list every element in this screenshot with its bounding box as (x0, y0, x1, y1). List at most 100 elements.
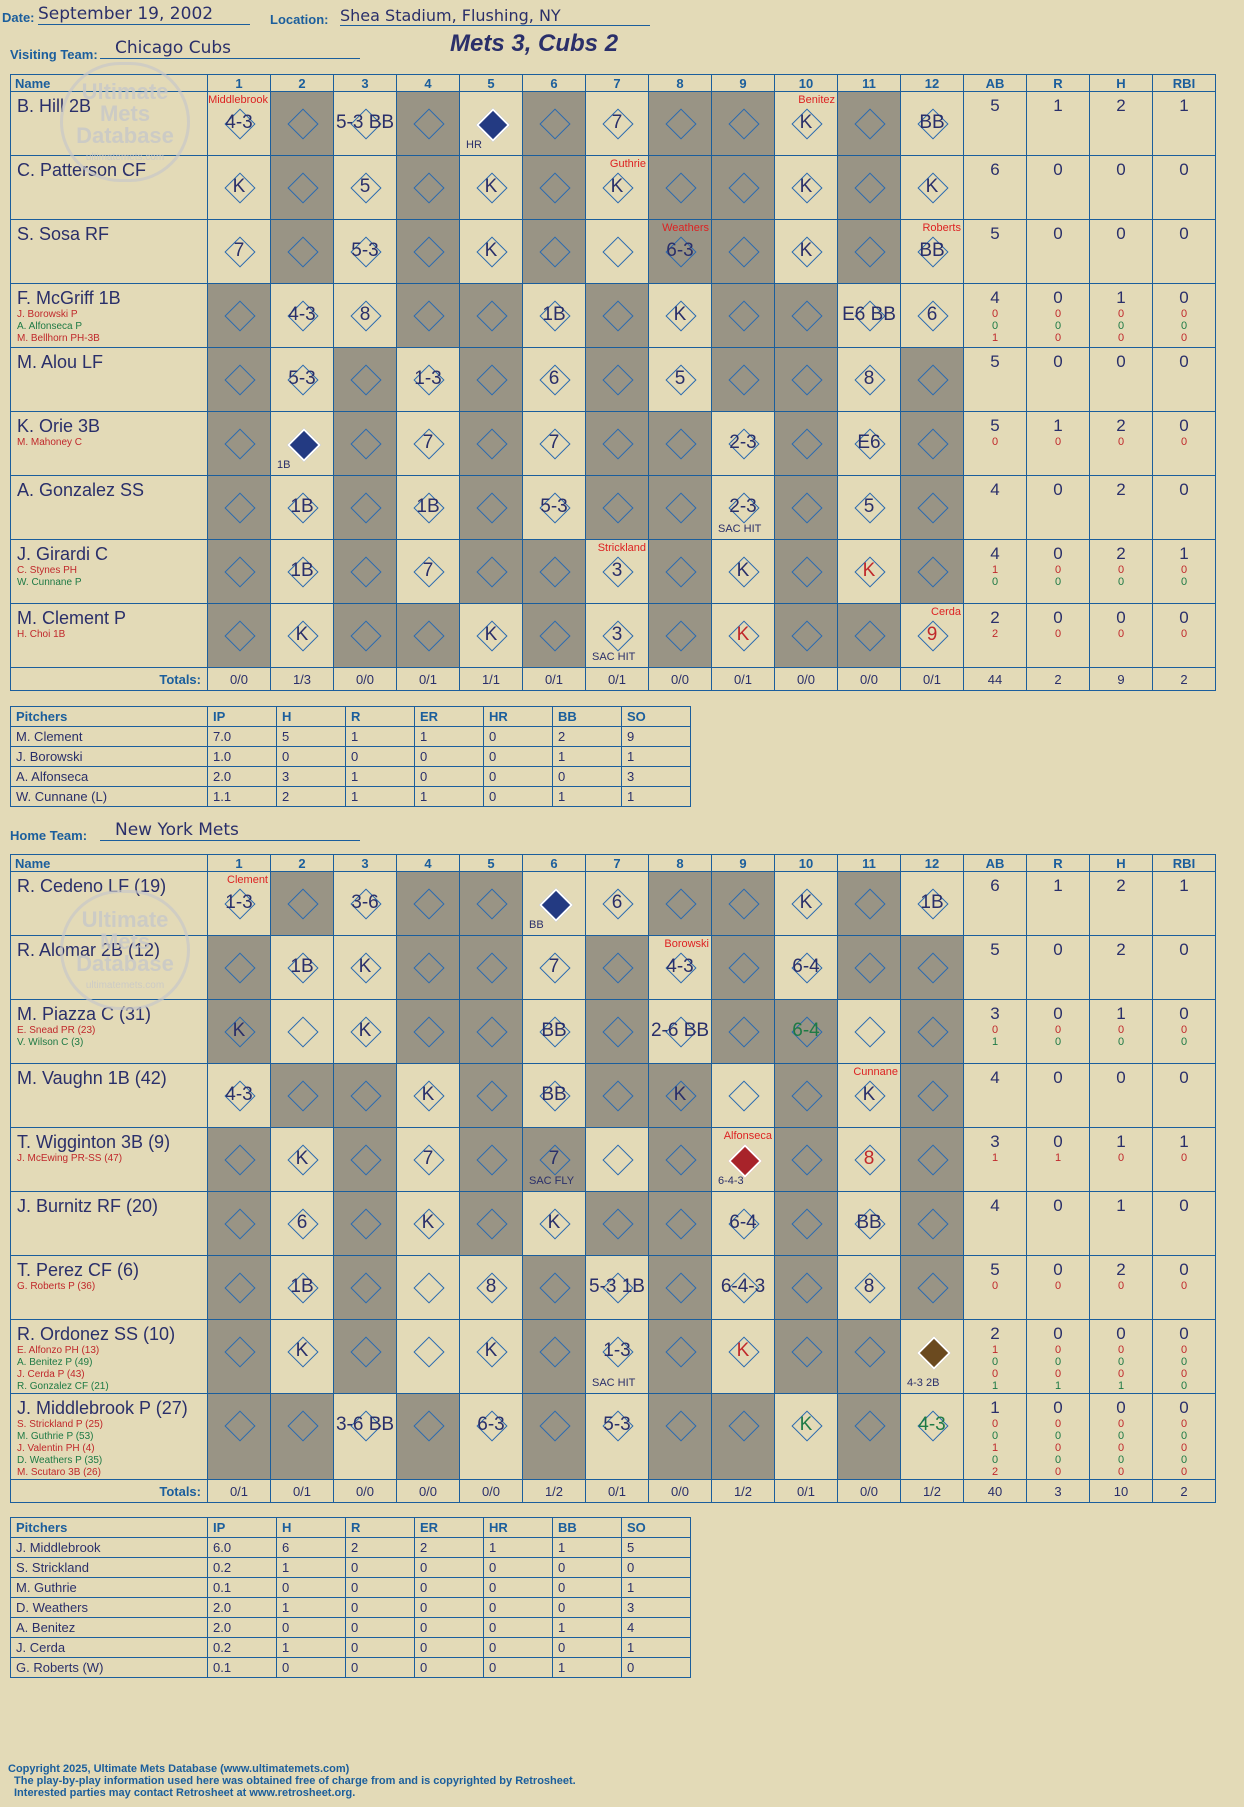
stat-cell: 5 (963, 91, 1027, 156)
base-diamond (350, 620, 382, 652)
inning-cell (207, 935, 271, 1000)
total-stat: 2 (1026, 667, 1090, 691)
inning-cell (459, 347, 523, 412)
base-diamond (350, 492, 382, 524)
stat-value: 2 (1116, 96, 1126, 115)
batter-row: A. Gonzalez SS 1B 1B 5-3 2-3 SAC HIT 5 4 0 2 0 (10, 475, 1216, 540)
inning-cell (207, 1127, 271, 1192)
inning-cell (207, 1393, 271, 1480)
base-diamond (287, 236, 319, 268)
inning-total: 0/0 (333, 1479, 397, 1503)
inning-cell: K (900, 155, 964, 220)
batter-name-cell: F. McGriff 1B J. Borowski P A. Alfonseca P… (10, 283, 208, 348)
inning-cell: 6-3 Weathers (648, 219, 712, 284)
pitchers-header-cell: IP (207, 706, 277, 727)
column-header-inning: 6 (522, 74, 586, 92)
base-diamond (224, 1336, 256, 1368)
pitcher-stat: 0 (345, 1577, 415, 1598)
inning-cell: 8 (837, 1255, 901, 1320)
inning-total: 0/1 (207, 1479, 271, 1503)
play-mark: BB (856, 1212, 882, 1233)
play-mark: 6-4 (792, 1020, 820, 1041)
inning-cell (459, 1191, 523, 1256)
base-diamond (476, 1208, 508, 1240)
inning-cell (270, 1393, 334, 1480)
stat-value: 1 (1179, 1132, 1189, 1151)
stat-cell: 4 (963, 1191, 1027, 1256)
pitcher-stat: 0 (345, 1617, 415, 1638)
base-diamond (476, 108, 510, 142)
base-diamond (539, 888, 573, 922)
base-diamond (287, 888, 319, 920)
inning-cell (648, 411, 712, 476)
stat-value: 4 (990, 1068, 1000, 1087)
watermark-url: ultimatemets.com (85, 152, 165, 163)
play-mark: K (799, 1414, 813, 1435)
sub-stat-value: 0 (1180, 1380, 1188, 1392)
base-diamond (350, 1272, 382, 1304)
batter-name: R. Ordonez SS (10) (17, 1324, 176, 1344)
base-diamond (602, 492, 634, 524)
pitcher-name: S. Strickland (10, 1557, 208, 1578)
column-header-inning: 6 (522, 854, 586, 872)
base-diamond (602, 364, 634, 396)
play-mark: 4-3 (225, 112, 253, 133)
play-mark: 5-3 (351, 240, 379, 261)
base-diamond (665, 108, 697, 140)
inning-cell: 1B (270, 935, 334, 1000)
inning-cell (774, 1063, 838, 1128)
column-header-inning: 7 (585, 854, 649, 872)
watermark-url: ultimatemets.com (85, 980, 165, 991)
pitcher-name: J. Cerda (10, 1637, 208, 1658)
inning-cell: 4-3 2B (900, 1319, 964, 1394)
inning-cell: 6-4 (774, 935, 838, 1000)
inning-cell: K (648, 283, 712, 348)
pitchers-header-row: Pitchers IP H R ER HR BB SO (10, 1517, 691, 1538)
home-team-label: Home Team: (10, 828, 88, 843)
stat-cell: 0 (1026, 475, 1090, 540)
stat-cell: 4 (963, 475, 1027, 540)
inning-cell: K (270, 1319, 334, 1394)
stat-value: 0 (1116, 1324, 1126, 1343)
base-diamond (476, 952, 508, 984)
play-mark: 2-3 (729, 496, 757, 517)
pitcher-stat: 6.0 (207, 1537, 277, 1558)
play-mark: 8 (359, 304, 371, 325)
pitcher-name: G. Roberts (W) (10, 1657, 208, 1678)
sub-stat-value: 0 (1117, 576, 1125, 588)
inning-cell (774, 1255, 838, 1320)
stat-value: 0 (1116, 352, 1126, 371)
play-mark: 5-3 (603, 1414, 631, 1435)
base-diamond (539, 172, 571, 204)
column-header-stat: H (1089, 74, 1153, 92)
pitcher-stat: 2.0 (207, 1617, 277, 1638)
stat-cell: 1 (1026, 871, 1090, 936)
total-stat: 9 (1089, 667, 1153, 691)
base-diamond (791, 300, 823, 332)
sub-stat-value: 0 (1054, 308, 1062, 320)
inning-cell (837, 219, 901, 284)
inning-total: 1/2 (900, 1479, 964, 1503)
play-mark: 7 (422, 432, 434, 453)
pitcher-row: A. Benitez 2.0 0 0 0 0 1 4 (10, 1617, 691, 1638)
inning-cell (585, 1063, 649, 1128)
pitcher-row: J. Cerda 0.2 1 0 0 0 0 1 (10, 1637, 691, 1658)
inning-cell (837, 935, 901, 1000)
sub-stat-value: 0 (1117, 1152, 1125, 1164)
base-diamond (476, 1080, 508, 1112)
base-diamond (224, 1208, 256, 1240)
pitcher-stat: 0 (414, 1577, 484, 1598)
pitcher-stat: 0 (483, 1557, 553, 1578)
stat-value: 3 (990, 1004, 1000, 1023)
stat-value: 0 (1053, 544, 1063, 563)
batter-name-cell: J. Girardi C C. Stynes PH W. Cunnane P (10, 539, 208, 604)
stat-value: 6 (990, 876, 1000, 895)
pitcher-stat: 0 (276, 1657, 346, 1678)
pitchers-header-cell: R (345, 706, 415, 727)
substitute-name: J. Borowski P (17, 309, 78, 320)
pitcher-stat: 5 (276, 726, 346, 747)
stat-value: 0 (1053, 352, 1063, 371)
base-diamond (413, 172, 445, 204)
